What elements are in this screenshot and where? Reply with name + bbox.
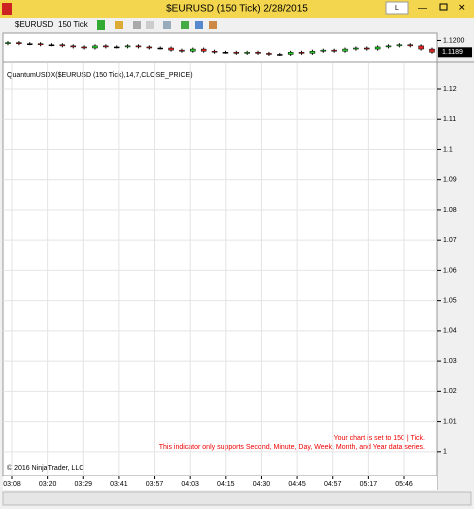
candle <box>255 52 261 54</box>
candle <box>190 48 196 52</box>
y-tick-label: 1.01 <box>443 418 457 425</box>
candle <box>135 45 142 48</box>
minimize[interactable]: — <box>418 2 427 12</box>
candle <box>374 46 381 50</box>
y-tick-label: 1.11 <box>443 116 456 123</box>
candle <box>298 52 305 54</box>
scrollbar[interactable] <box>2 491 472 506</box>
time-label: 05:46 <box>395 481 413 488</box>
candle <box>233 52 240 54</box>
time-label: 04:03 <box>181 481 199 488</box>
time-label: 04:45 <box>288 481 306 488</box>
candle <box>16 42 22 44</box>
candle <box>244 52 250 54</box>
period-selector[interactable]: 150 Tick <box>58 20 89 29</box>
window-title: $EURUSD (150 Tick) 2/28/2015 <box>166 4 308 15</box>
time-label: 04:15 <box>217 481 235 488</box>
time-label: 05:17 <box>360 481 378 488</box>
candle <box>277 54 283 56</box>
candle <box>103 45 109 48</box>
y-tick-label: 1.08 <box>443 207 457 214</box>
copyright: © 2016 NinjaTrader, LLC <box>7 464 84 472</box>
candle <box>81 46 87 49</box>
last-price-label: 1.1189 <box>442 49 463 56</box>
last-price-box <box>438 47 472 58</box>
time-label: 04:30 <box>253 481 271 488</box>
y-tick-label: 1.06 <box>443 267 457 274</box>
time-axis <box>3 476 437 490</box>
app-icon <box>2 3 12 15</box>
candle <box>407 44 414 47</box>
candle <box>92 45 98 49</box>
instrument-selector[interactable]: $EURUSD <box>15 20 53 29</box>
candle <box>146 46 153 49</box>
candle <box>59 44 66 47</box>
time-label: 03:29 <box>75 481 93 488</box>
candle <box>222 52 229 54</box>
candle <box>157 47 163 50</box>
y-tick-label: 1.03 <box>443 358 457 365</box>
y-tick-label: 1.05 <box>443 297 457 304</box>
y-tick-label: 1.09 <box>443 177 457 184</box>
candle <box>364 47 370 50</box>
draw-icon[interactable] <box>115 21 123 29</box>
candle <box>309 50 316 54</box>
candle <box>418 45 424 50</box>
tool-icon[interactable] <box>181 21 189 29</box>
close[interactable]: ✕ <box>458 2 466 12</box>
time-label: 03:57 <box>146 481 164 488</box>
y-tick-label: 1.12 <box>443 86 457 93</box>
time-label: 03:20 <box>39 481 57 488</box>
title-bar <box>0 0 474 18</box>
candle <box>211 50 218 53</box>
chart-area <box>2 32 438 477</box>
candle <box>37 43 44 46</box>
candle <box>396 44 403 47</box>
time-label: 03:41 <box>110 481 128 488</box>
y-tick-label: 1 <box>443 449 447 456</box>
message: Your chart is set to 150 | Tick. <box>334 435 425 442</box>
tool-icon[interactable] <box>209 21 217 29</box>
candle <box>200 48 207 52</box>
candle <box>287 52 294 55</box>
candle <box>168 47 174 51</box>
candle <box>385 45 392 48</box>
candle <box>320 49 327 52</box>
zoom-icon[interactable] <box>163 21 171 29</box>
bars-icon[interactable] <box>97 20 105 30</box>
candle <box>331 49 337 52</box>
y-tick-label: 1.07 <box>443 237 457 244</box>
candle <box>113 46 120 49</box>
indicator-label: QuantumUSDX($EURUSD (150 Tick),14,7,CLOS… <box>7 72 193 79</box>
time-label: 04:57 <box>324 481 342 488</box>
candle <box>429 48 435 53</box>
y-tick-label: 1.02 <box>443 388 457 395</box>
y-tick-label: 1.1200 <box>443 37 465 44</box>
candle <box>70 45 76 48</box>
window-button[interactable] <box>385 1 409 15</box>
maximize[interactable] <box>439 3 448 11</box>
y-tick-label: 1.04 <box>443 328 457 335</box>
candle <box>179 49 185 52</box>
window-button-label: L <box>395 5 399 12</box>
candle <box>48 44 55 47</box>
candle <box>342 48 348 52</box>
candle <box>5 42 11 44</box>
candle <box>26 43 33 45</box>
time-label: 03:08 <box>3 481 21 488</box>
tool-icon[interactable] <box>133 21 141 29</box>
y-tick-label: 1.1 <box>443 146 453 153</box>
candle <box>124 45 131 48</box>
tool-icon[interactable] <box>195 21 203 29</box>
candle <box>353 47 359 50</box>
message: This indicator only supports Second, Min… <box>159 444 425 451</box>
candle <box>266 53 272 55</box>
tool-icon[interactable] <box>146 21 154 29</box>
